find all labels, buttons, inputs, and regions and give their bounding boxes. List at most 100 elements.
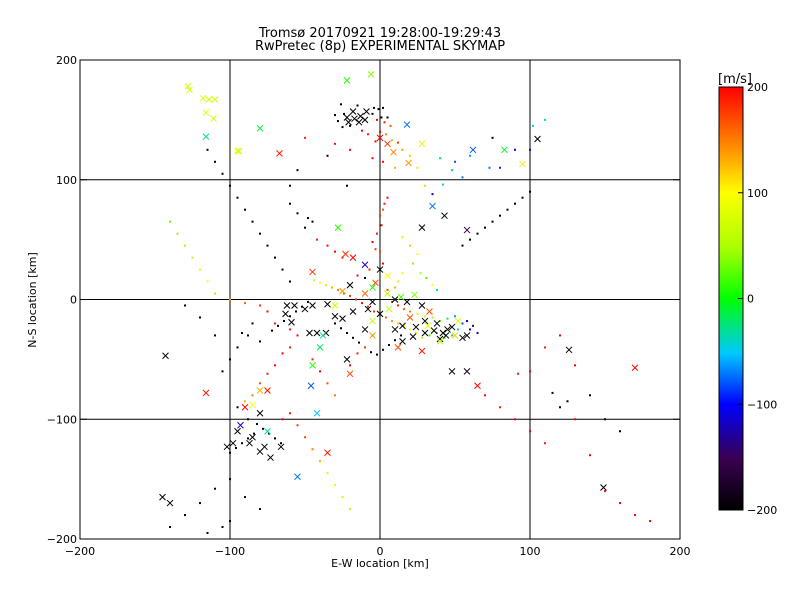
colorbar-label: [m/s]: [718, 72, 752, 87]
data-dot: [412, 262, 414, 265]
data-dot: [619, 502, 621, 505]
data-cross: [349, 308, 357, 315]
data-cross: [418, 347, 426, 355]
data-dot: [319, 460, 321, 463]
data-cross: [436, 338, 444, 345]
data-dot: [491, 136, 494, 139]
data-dot: [206, 280, 209, 283]
data-cross: [159, 493, 166, 501]
data-cross: [264, 387, 271, 394]
data-cross: [361, 261, 369, 269]
data-dot: [307, 217, 309, 220]
data-dot: [274, 322, 276, 325]
data-dot: [319, 281, 321, 284]
data-dot: [386, 288, 389, 291]
data-cross: [444, 326, 451, 333]
colorbar-tick-label: 0: [747, 293, 754, 306]
data-dot: [229, 451, 231, 454]
data-dot: [334, 394, 336, 397]
y-tick-label: −100: [47, 413, 77, 426]
data-dot: [304, 436, 306, 439]
data-dot: [514, 202, 516, 205]
data-cross: [406, 314, 414, 321]
data-dot: [401, 236, 404, 239]
data-dot: [380, 224, 383, 227]
data-cross: [357, 112, 364, 120]
data-dot: [266, 372, 269, 375]
data-cross: [631, 364, 639, 372]
data-dot: [221, 172, 224, 175]
y-axis-ticks: −200 −100 0 100 200: [47, 54, 680, 546]
data-dot: [244, 400, 246, 403]
data-cross: [309, 302, 316, 309]
data-dot: [371, 112, 374, 115]
data-cross: [264, 427, 271, 435]
data-dot: [241, 332, 243, 335]
data-cross: [211, 96, 219, 103]
data-dot: [421, 336, 423, 339]
data-dot: [340, 327, 342, 330]
data-dot: [388, 344, 390, 347]
data-dot: [236, 406, 239, 409]
data-dot: [262, 427, 264, 430]
data-cross: [454, 317, 462, 325]
data-dot: [304, 226, 306, 229]
data-cross: [249, 433, 256, 441]
data-cross: [376, 266, 384, 273]
data-cross: [313, 409, 321, 417]
chart-title: Tromsø 20170921 19:28:00-19:29:43: [258, 26, 502, 41]
data-dot: [214, 487, 216, 490]
data-dot: [311, 220, 314, 223]
data-cross: [283, 302, 291, 309]
data-cross: [184, 82, 192, 90]
data-dot: [401, 272, 404, 275]
data-cross: [361, 116, 369, 124]
data-dot: [334, 484, 336, 487]
data-dot: [371, 157, 374, 160]
data-dot: [364, 346, 366, 349]
data-dot: [326, 382, 329, 385]
data-cross: [600, 484, 607, 491]
data-dot: [313, 279, 315, 282]
data-dot: [184, 304, 186, 307]
data-dot: [451, 169, 453, 172]
data-dot: [311, 448, 314, 451]
data-dot: [266, 244, 269, 247]
y-tick-label: −200: [47, 533, 77, 546]
data-dot: [251, 322, 254, 325]
data-cross: [519, 160, 526, 168]
data-dot: [271, 329, 273, 332]
x-tick-label: 0: [377, 545, 384, 558]
data-dot: [634, 514, 636, 517]
data-cross: [399, 322, 406, 330]
data-cross: [364, 305, 372, 313]
data-dot: [337, 288, 339, 291]
data-dot: [343, 112, 345, 115]
data-cross: [309, 268, 316, 276]
data-dot: [517, 372, 519, 375]
data-dot: [274, 256, 276, 259]
data-dot: [325, 284, 327, 287]
data-dot: [349, 294, 351, 297]
data-dot: [367, 133, 369, 136]
data-dot: [529, 190, 531, 193]
data-dot: [191, 256, 194, 259]
data-cross: [441, 212, 448, 220]
data-dot: [466, 320, 468, 323]
data-dot: [358, 341, 360, 344]
data-dot: [649, 520, 651, 523]
data-dot: [236, 346, 239, 349]
data-dot: [341, 126, 344, 129]
data-cross: [463, 226, 471, 234]
x-tick-label: −200: [65, 545, 95, 558]
data-dot: [382, 208, 384, 211]
data-dot: [529, 148, 531, 151]
data-dot: [229, 478, 231, 481]
data-cross: [343, 77, 351, 84]
data-cross: [369, 317, 376, 325]
data-dot: [361, 302, 363, 305]
data-dot: [169, 526, 171, 529]
data-dot: [446, 317, 449, 320]
data-dot: [337, 120, 339, 123]
data-cross: [349, 254, 357, 261]
